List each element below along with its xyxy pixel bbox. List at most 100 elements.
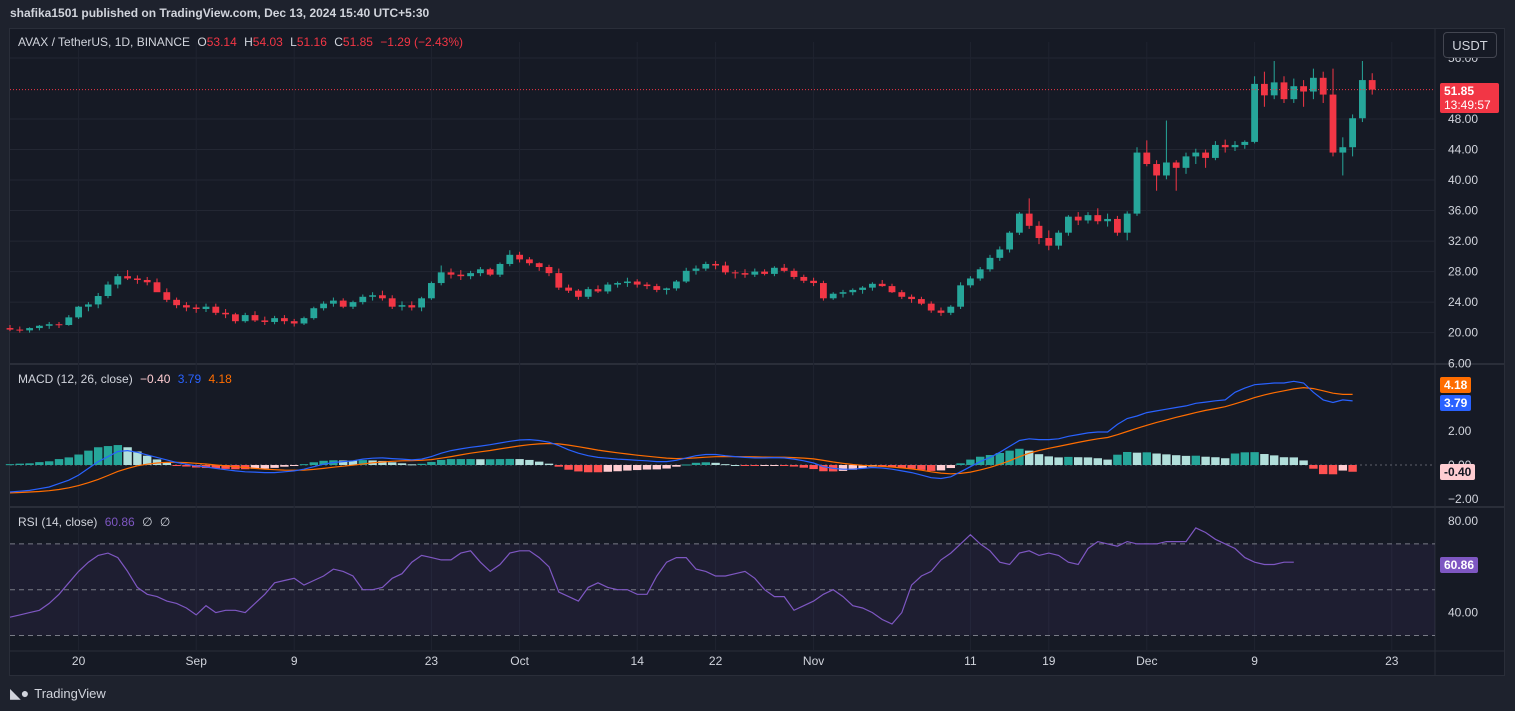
candle-body [1016, 213, 1023, 233]
candle-body [143, 279, 151, 283]
macd-histogram-bar [1260, 454, 1269, 465]
macd-histogram-bar [848, 465, 857, 470]
candle-body [1172, 162, 1180, 168]
macd-histogram-bar [682, 464, 691, 466]
price-tick-label: 32.00 [1448, 234, 1478, 248]
candle-body [918, 299, 925, 304]
close-value: 51.85 [342, 35, 373, 49]
macd-histogram-bar [1348, 465, 1357, 472]
macd-histogram-bar [525, 459, 534, 465]
candle-body [349, 302, 357, 307]
candle-body [1270, 82, 1278, 96]
price-tick-label: 28.00 [1448, 265, 1478, 279]
candle-body [153, 282, 161, 293]
candle-body [604, 284, 612, 292]
price-countdown: 13:49:57 [1444, 98, 1491, 112]
candle-body [173, 299, 180, 306]
main-legend: AVAX / TetherUS, 1D, BINANCE O53.14 H54.… [18, 35, 467, 49]
candle-body [878, 283, 886, 287]
candle-body [104, 284, 112, 297]
candle-body [447, 272, 455, 275]
macd-histogram-bar [407, 464, 416, 466]
macd-histogram-bar [260, 465, 269, 469]
candle-body [771, 267, 778, 274]
rsi-tick-label: 80.00 [1448, 514, 1478, 528]
candle-body [124, 276, 131, 279]
candle-body [94, 296, 102, 305]
macd-histogram-bar [495, 459, 505, 465]
macd-hist-badge: -0.40 [1440, 464, 1476, 480]
candle-body [45, 324, 53, 326]
macd-histogram-bar [388, 462, 397, 465]
macd-histogram-bar [221, 465, 230, 469]
macd-histogram-bar [486, 459, 495, 465]
footer: ◣● TradingView [10, 685, 106, 702]
candle-body [85, 304, 92, 307]
candle-body [1163, 162, 1170, 176]
candle-body [388, 298, 396, 307]
macd-histogram-bar [936, 465, 946, 471]
rsi-badge: 60.86 [1440, 557, 1479, 573]
macd-histogram-bar [603, 465, 612, 472]
close-label: C [334, 35, 343, 49]
low-value: 51.16 [296, 35, 327, 49]
candle-body [202, 306, 210, 309]
candle-body [290, 321, 298, 324]
macd-histogram-bar [1044, 456, 1053, 465]
candle-body [232, 314, 239, 322]
macd-histogram-bar [1162, 454, 1171, 465]
price-tick-label: 24.00 [1448, 295, 1478, 309]
candle-body [849, 289, 857, 293]
macd-histogram-bar [1054, 457, 1063, 465]
macd-histogram-bar [456, 459, 465, 465]
low-label: L [290, 35, 297, 49]
candle-body [26, 328, 33, 331]
time-tick-label: 23 [425, 654, 439, 668]
candle-body [1114, 218, 1121, 233]
candle-body [1025, 213, 1033, 226]
time-tick-label: 23 [1385, 654, 1399, 668]
macd-histogram-bar [1289, 457, 1298, 465]
candle-body [457, 274, 465, 277]
macd-histogram-bar [642, 465, 652, 470]
candle-body [741, 273, 749, 275]
candle-body [1074, 216, 1082, 221]
candle-body [1182, 156, 1190, 168]
rsi-legend: RSI (14, close) 60.86 ∅ ∅ [18, 515, 174, 529]
candle-body [633, 281, 641, 285]
candle-body [643, 284, 651, 287]
candle-body [1290, 86, 1298, 100]
candle-body [810, 280, 817, 284]
candle-body [330, 300, 337, 304]
macd-histogram-bar [74, 454, 83, 465]
candle-body [477, 269, 484, 274]
macd-histogram-bar [152, 459, 162, 465]
candle-body [555, 273, 563, 288]
macd-legend: MACD (12, 26, close) −0.40 3.79 4.18 [18, 372, 236, 386]
candle-body [947, 306, 955, 313]
open-label: O [197, 35, 207, 49]
candle-body [722, 265, 729, 273]
candle-body [829, 293, 837, 299]
time-tick-label: 11 [964, 654, 977, 668]
macd-histogram-bar [770, 465, 779, 466]
macd-histogram-bar [917, 465, 926, 470]
macd-histogram-bar [1181, 455, 1191, 465]
macd-histogram-bar [1279, 457, 1289, 465]
candle-body [65, 317, 73, 326]
macd-tick-label: 2.00 [1448, 424, 1472, 438]
candle-body [437, 272, 445, 284]
macd-label: MACD (12, 26, close) [18, 372, 133, 386]
currency-button[interactable]: USDT [1443, 32, 1497, 58]
candle-body [408, 305, 416, 308]
macd-histogram-bar [613, 465, 622, 472]
macd-histogram-bar [1211, 457, 1220, 465]
macd-histogram-bar [35, 462, 44, 465]
macd-histogram-bar [584, 465, 593, 473]
candle-body [428, 283, 435, 299]
candle-body [1202, 152, 1209, 158]
macd-histogram-bar [750, 465, 759, 467]
candle-body [75, 306, 82, 318]
macd-histogram-bar [1270, 455, 1279, 465]
